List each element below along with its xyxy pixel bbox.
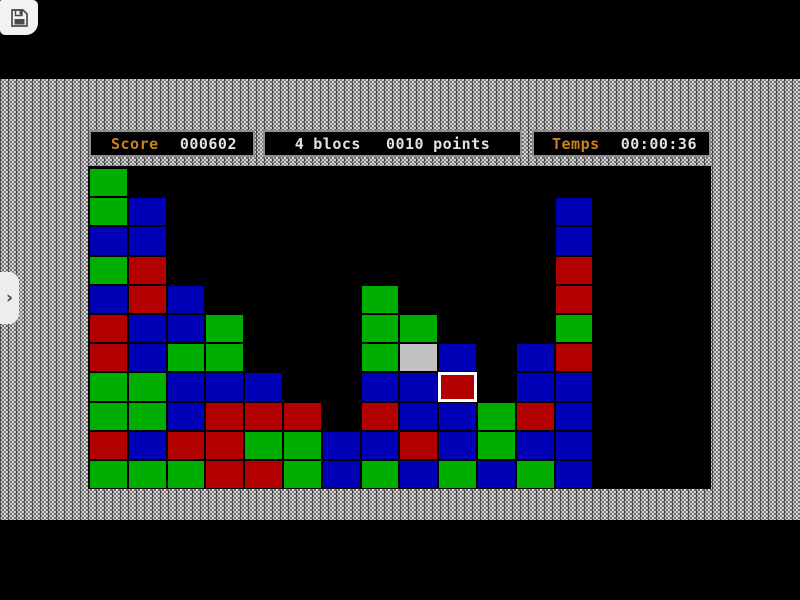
block-blue[interactable]	[554, 226, 594, 256]
score-panel: Score 000602	[89, 130, 255, 157]
chevron-right-icon: ›	[5, 288, 13, 308]
bottom-bar	[0, 520, 800, 600]
block-green[interactable]	[166, 460, 206, 490]
block-blue[interactable]	[438, 430, 477, 460]
block-blue[interactable]	[399, 372, 439, 402]
block-green[interactable]	[477, 430, 516, 460]
block-blue[interactable]	[477, 460, 516, 490]
block-green[interactable]	[554, 314, 594, 344]
block-red[interactable]	[399, 430, 439, 460]
block-blue[interactable]	[166, 401, 206, 431]
block-red[interactable]	[554, 343, 594, 373]
block-green[interactable]	[89, 255, 128, 285]
block-green[interactable]	[283, 430, 322, 460]
block-green[interactable]	[438, 460, 477, 490]
block-blue[interactable]	[515, 372, 555, 402]
block-green[interactable]	[360, 343, 400, 373]
block-red[interactable]	[244, 460, 283, 490]
block-blue[interactable]	[438, 401, 477, 431]
block-blue[interactable]	[89, 284, 128, 314]
block-green[interactable]	[89, 401, 128, 431]
block-green[interactable]	[127, 401, 167, 431]
block-red[interactable]	[205, 430, 245, 460]
block-blue[interactable]	[438, 343, 477, 373]
points-label: points	[433, 134, 491, 153]
expand-sidebar-tab[interactable]: ›	[0, 272, 19, 324]
block-blue[interactable]	[360, 430, 400, 460]
block-blue[interactable]	[399, 401, 439, 431]
time-value: 00:00:36	[620, 134, 697, 153]
block-blue[interactable]	[515, 343, 555, 373]
score-label: Score	[111, 134, 159, 153]
block-blue[interactable]	[399, 460, 439, 490]
score-value: 000602	[179, 134, 237, 153]
block-blue[interactable]	[166, 284, 206, 314]
block-blue[interactable]	[166, 314, 206, 344]
block-blue[interactable]	[127, 197, 167, 227]
block-green[interactable]	[89, 197, 128, 227]
block-blue[interactable]	[554, 197, 594, 227]
block-green[interactable]	[205, 314, 245, 344]
block-red[interactable]	[205, 401, 245, 431]
block-green[interactable]	[166, 343, 206, 373]
block-red[interactable]	[127, 255, 167, 285]
floppy-save-icon	[8, 7, 30, 29]
block-red[interactable]	[89, 343, 128, 373]
block-blue[interactable]	[360, 372, 400, 402]
time-panel: Temps 00:00:36	[532, 130, 711, 157]
block-blue[interactable]	[515, 430, 555, 460]
block-blue[interactable]	[554, 372, 594, 402]
block-red[interactable]	[205, 460, 245, 490]
block-green[interactable]	[283, 460, 322, 490]
selected-blocks-count: 4	[294, 134, 305, 153]
block-red[interactable]	[127, 284, 167, 314]
block-red[interactable]	[515, 401, 555, 431]
block-green[interactable]	[89, 168, 128, 198]
block-blue[interactable]	[554, 460, 594, 490]
block-green[interactable]	[399, 314, 439, 344]
block-green[interactable]	[477, 401, 516, 431]
block-green[interactable]	[205, 343, 245, 373]
block-green[interactable]	[360, 314, 400, 344]
block-red[interactable]	[554, 284, 594, 314]
block-gray[interactable]	[399, 343, 439, 373]
block-blue[interactable]	[89, 226, 128, 256]
block-green[interactable]	[89, 372, 128, 402]
top-bar	[0, 0, 800, 79]
block-blue[interactable]	[166, 372, 206, 402]
block-green[interactable]	[89, 460, 128, 490]
block-red[interactable]	[283, 401, 322, 431]
block-blue[interactable]	[127, 314, 167, 344]
game-board	[89, 168, 710, 490]
block-green[interactable]	[360, 460, 400, 490]
block-green[interactable]	[127, 460, 167, 490]
block-green[interactable]	[244, 430, 283, 460]
block-blue[interactable]	[554, 430, 594, 460]
selection-info-panel: 4 blocs 0010 points	[263, 130, 522, 157]
block-blue[interactable]	[127, 430, 167, 460]
block-blue[interactable]	[321, 460, 361, 490]
block-red[interactable]	[166, 430, 206, 460]
block-red[interactable]	[244, 401, 283, 431]
block-green[interactable]	[360, 284, 400, 314]
block-blue[interactable]	[205, 372, 245, 402]
save-button[interactable]	[0, 0, 38, 35]
block-blue[interactable]	[127, 343, 167, 373]
selection-points-value: 0010	[385, 134, 425, 153]
block-blue[interactable]	[127, 226, 167, 256]
blocks-label: blocs	[313, 134, 361, 153]
block-red[interactable]	[360, 401, 400, 431]
time-label: Temps	[552, 134, 600, 153]
selected-block[interactable]	[438, 372, 477, 402]
block-red[interactable]	[554, 255, 594, 285]
playfield	[88, 166, 711, 490]
block-red[interactable]	[89, 314, 128, 344]
block-green[interactable]	[515, 460, 555, 490]
block-green[interactable]	[127, 372, 167, 402]
block-blue[interactable]	[554, 401, 594, 431]
block-blue[interactable]	[321, 430, 361, 460]
block-red[interactable]	[89, 430, 128, 460]
block-blue[interactable]	[244, 372, 283, 402]
